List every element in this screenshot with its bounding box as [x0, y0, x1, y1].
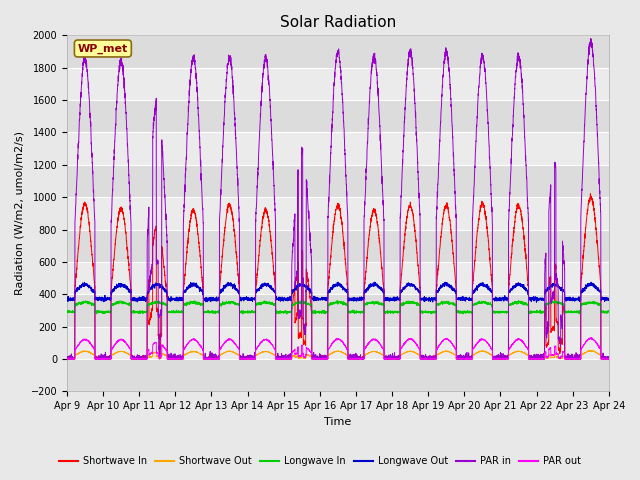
Bar — [67, 165, 609, 197]
Bar — [67, 294, 609, 326]
Text: WP_met: WP_met — [77, 43, 128, 54]
Bar — [67, 36, 609, 68]
X-axis label: Time: Time — [324, 417, 351, 427]
Bar — [67, 68, 609, 100]
Bar — [67, 197, 609, 229]
Legend: Shortwave In, Shortwave Out, Longwave In, Longwave Out, PAR in, PAR out: Shortwave In, Shortwave Out, Longwave In… — [55, 453, 585, 470]
Bar — [67, 262, 609, 294]
Title: Solar Radiation: Solar Radiation — [280, 15, 396, 30]
Bar — [67, 229, 609, 262]
Y-axis label: Radiation (W/m2, umol/m2/s): Radiation (W/m2, umol/m2/s) — [15, 132, 25, 295]
Bar — [67, 359, 609, 391]
Bar — [67, 100, 609, 132]
Bar — [67, 132, 609, 165]
Bar — [67, 326, 609, 359]
